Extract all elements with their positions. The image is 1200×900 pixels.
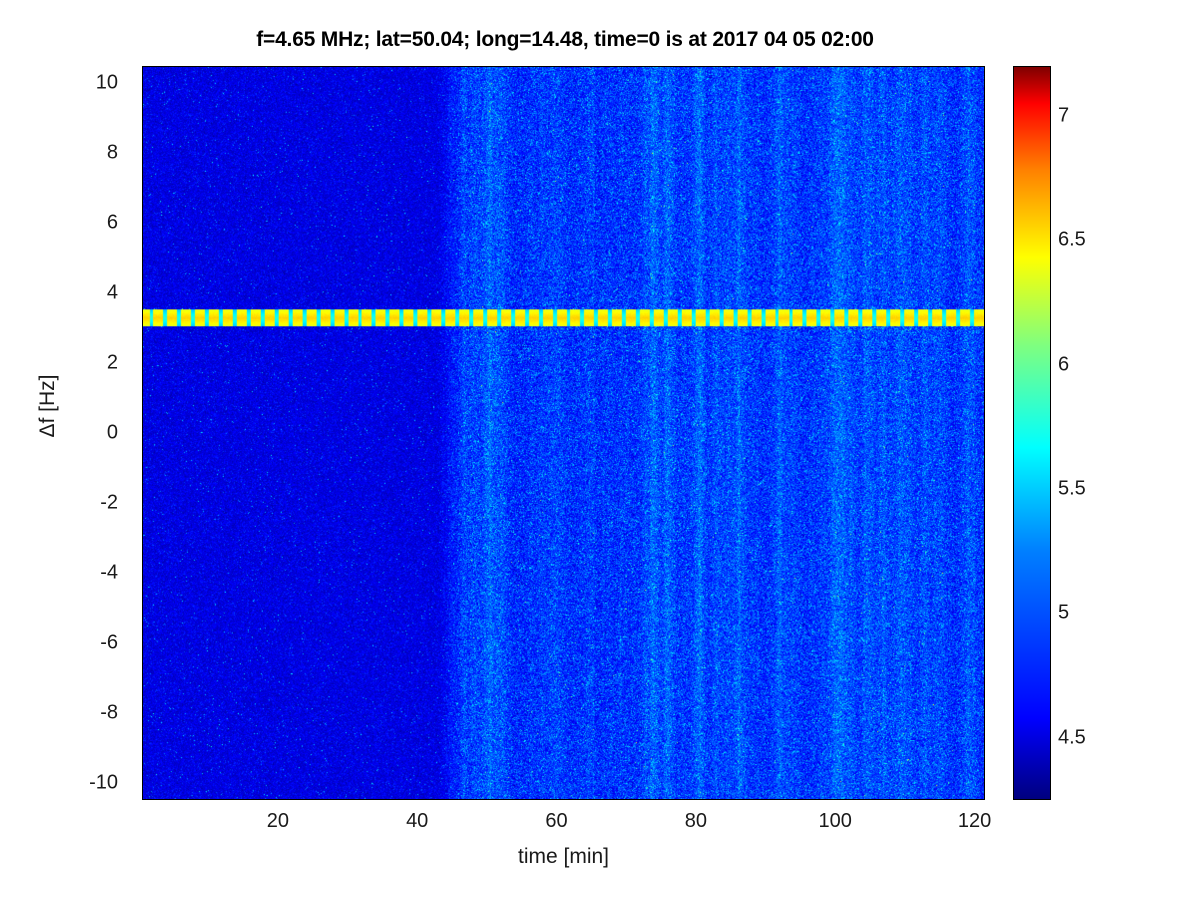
x-tick-label: 40 — [406, 810, 429, 832]
colorbar-tick-text: 5 — [1058, 601, 1070, 624]
spectrogram-plot-area — [142, 66, 985, 800]
y-tick-label: 10 — [95, 71, 118, 94]
x-tick-label: 80 — [684, 810, 707, 832]
y-tick-label: 8 — [106, 141, 118, 164]
x-tick-label: 20 — [266, 810, 289, 832]
y-tick-label: -2 — [100, 491, 118, 514]
colorbar-tick-text: 6 — [1058, 353, 1070, 376]
colorbar-tick-label: 6 — [1042, 353, 1070, 376]
y-tick-label: 0 — [106, 421, 118, 444]
y-tick-label: -10 — [89, 771, 118, 794]
y-tick-label: 2 — [106, 351, 118, 374]
y-tick-label: 6 — [106, 211, 118, 234]
spectrogram-canvas — [143, 67, 984, 799]
colorbar-tick-text: 4.5 — [1058, 726, 1086, 749]
colorbar-tick-label: 5 — [1042, 601, 1070, 625]
page-title: f=4.65 MHz; lat=50.04; long=14.48, time=… — [256, 28, 874, 51]
y-axis-tick-labels: 10 8 6 4 2 0 -2 -4 -6 -8 -10 — [0, 0, 130, 900]
y-tick-label: -8 — [100, 701, 118, 724]
y-tick-label: 4 — [106, 281, 118, 304]
colorbar-tick-label: 5.5 — [1042, 477, 1086, 500]
colorbar-tick-label: 4.5 — [1042, 726, 1086, 749]
x-tick-label: 60 — [545, 810, 568, 832]
colorbar-tick-text: 6.5 — [1058, 228, 1086, 251]
y-tick-label: -6 — [100, 631, 118, 654]
colorbar-tick-text: 5.5 — [1058, 477, 1086, 500]
x-axis-title: time [min] — [517, 845, 609, 868]
y-axis-title: Δf [Hz] — [36, 374, 59, 438]
colorbar-tick-label: 6.5 — [1042, 228, 1086, 252]
x-tick-label: 100 — [818, 810, 852, 832]
colorbar-tick-text: 7 — [1058, 104, 1070, 127]
y-tick-label: -4 — [100, 561, 118, 584]
colorbar — [1013, 66, 1051, 800]
colorbar-tick-label: 7 — [1042, 104, 1070, 127]
x-tick-label: 120 — [957, 810, 992, 832]
